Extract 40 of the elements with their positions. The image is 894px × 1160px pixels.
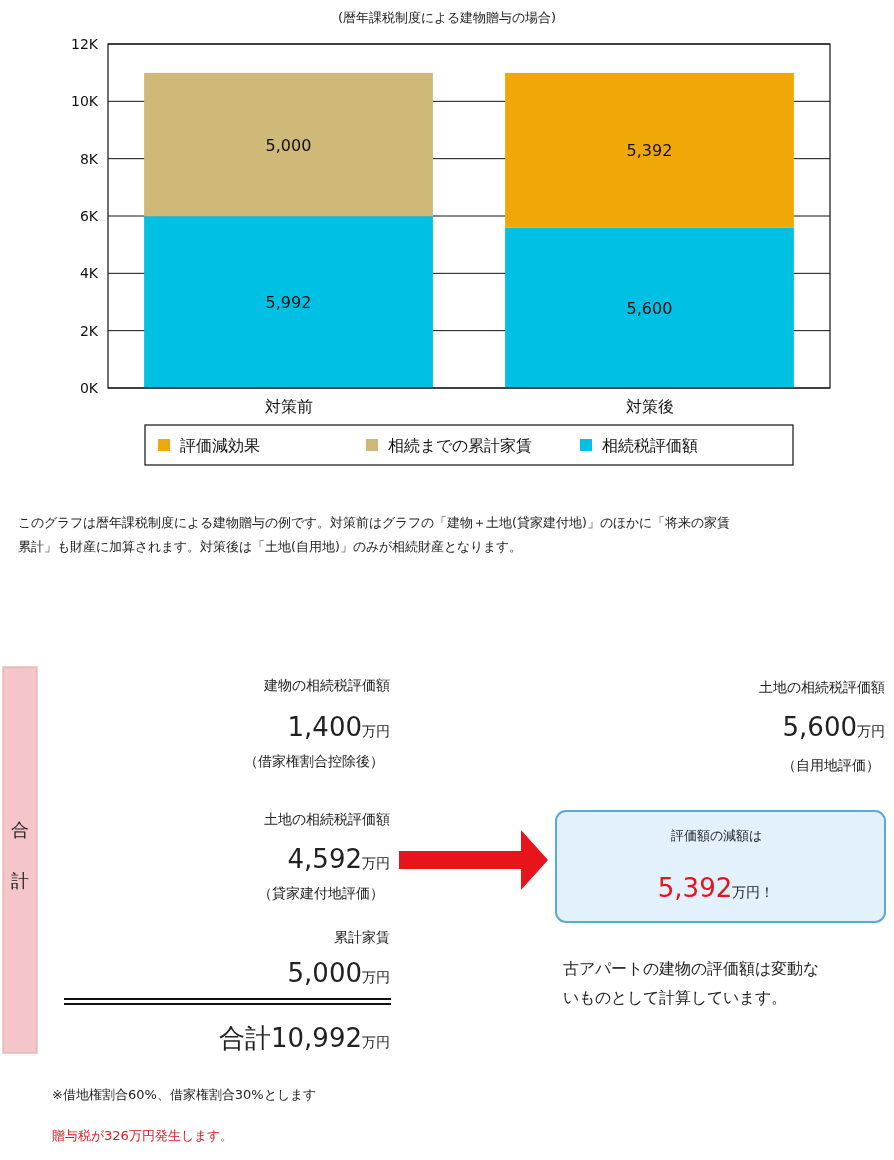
legend-label: 相続税評価額: [602, 436, 698, 455]
text: このグラフは暦年課税制度による建物贈与の例です。対策前はグラフの「建物＋土地(貸家建付地)」のほかに「将来の家賃累計」も財産に加算されます。対策後は「土地(自用地)」のみが相続財産となります。: [18, 515, 730, 554]
text: （借家権割合控除後）: [244, 753, 384, 769]
text: 4,592万円: [287, 844, 390, 874]
text: ※借地権割合60%、借家権割合30%とします: [52, 1087, 316, 1102]
text: 5,600万円: [782, 712, 885, 742]
text: 評価額の減額は: [670, 828, 762, 843]
y-tick-label: 2K: [79, 322, 99, 339]
text: 合計10,992万円: [219, 1023, 390, 1053]
data-label: 5,992: [265, 293, 312, 313]
text: 5,392万円！: [657, 873, 775, 903]
text: 土地の相続税評価額: [759, 679, 885, 695]
legend-label: 評価減効果: [180, 436, 260, 455]
bar: [144, 72, 433, 217]
y-tick-label: 0K: [79, 380, 99, 396]
x-tick-label: 対策後: [625, 397, 674, 416]
text: 合計: [11, 819, 29, 891]
y-tick-label: 6K: [79, 208, 99, 224]
text: 1,400万円: [287, 712, 390, 742]
bar: [505, 72, 794, 228]
text: 古アパートの建物の評価額は変動ないものとして計算しています。: [563, 959, 819, 1007]
text: （貸家建付地評価）: [258, 885, 384, 901]
x-tick-label: 対策前: [264, 397, 313, 416]
text: 贈与税が326万円発生します。: [52, 1128, 233, 1143]
text: 土地の相続税評価額: [264, 811, 390, 827]
chart-title: (暦年課税制度による建物贈与の場合): [337, 10, 557, 25]
data-label: 5,392: [626, 141, 673, 161]
data-label: 5,600: [626, 298, 673, 318]
legend-label: 相続までの累計家賃: [388, 436, 532, 455]
text: （自用地評価）: [782, 757, 880, 773]
data-label: 5,000: [265, 135, 312, 155]
bar: [505, 227, 794, 388]
y-tick-label: 8K: [79, 150, 99, 167]
bar: [144, 216, 433, 388]
y-tick-label: 10K: [71, 93, 99, 110]
text: 累計家賃: [334, 929, 390, 945]
text: 建物の相続税評価額: [263, 677, 390, 693]
y-tick-label: 12K: [71, 36, 99, 52]
text: 5,000万円: [287, 958, 390, 988]
y-tick-label: 4K: [79, 265, 99, 282]
